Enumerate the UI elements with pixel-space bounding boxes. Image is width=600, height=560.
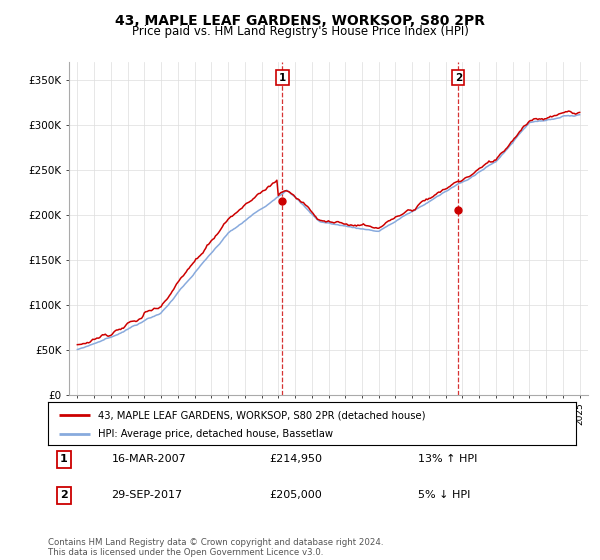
Text: 43, MAPLE LEAF GARDENS, WORKSOP, S80 2PR (detached house): 43, MAPLE LEAF GARDENS, WORKSOP, S80 2PR… bbox=[98, 410, 425, 420]
Text: Price paid vs. HM Land Registry's House Price Index (HPI): Price paid vs. HM Land Registry's House … bbox=[131, 25, 469, 38]
Text: 1: 1 bbox=[279, 73, 286, 83]
Text: 29-SEP-2017: 29-SEP-2017 bbox=[112, 491, 182, 501]
Text: 5% ↓ HPI: 5% ↓ HPI bbox=[418, 491, 470, 501]
Text: 2: 2 bbox=[455, 73, 462, 83]
Text: £214,950: £214,950 bbox=[270, 454, 323, 464]
Text: 2: 2 bbox=[60, 491, 68, 501]
Text: HPI: Average price, detached house, Bassetlaw: HPI: Average price, detached house, Bass… bbox=[98, 430, 333, 440]
Text: Contains HM Land Registry data © Crown copyright and database right 2024.
This d: Contains HM Land Registry data © Crown c… bbox=[48, 538, 383, 557]
Text: 16-MAR-2007: 16-MAR-2007 bbox=[112, 454, 186, 464]
Text: 1: 1 bbox=[60, 454, 68, 464]
Text: 13% ↑ HPI: 13% ↑ HPI bbox=[418, 454, 477, 464]
Text: 43, MAPLE LEAF GARDENS, WORKSOP, S80 2PR: 43, MAPLE LEAF GARDENS, WORKSOP, S80 2PR bbox=[115, 14, 485, 28]
Text: £205,000: £205,000 bbox=[270, 491, 323, 501]
